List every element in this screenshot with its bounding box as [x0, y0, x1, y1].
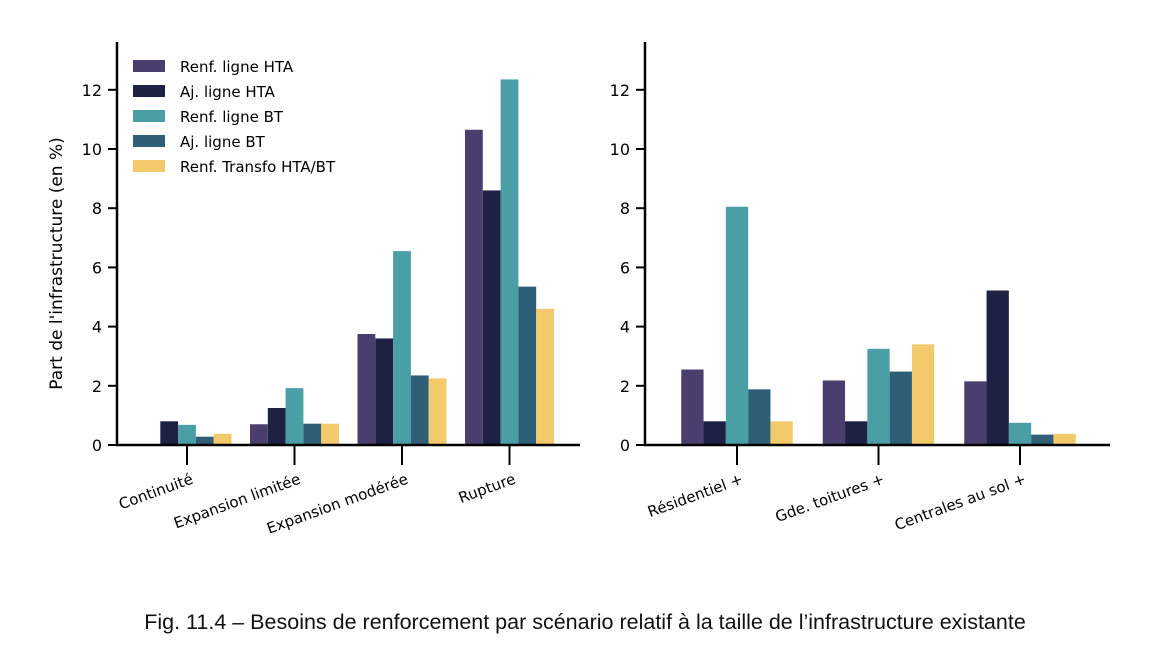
y-tick-label: 4 — [620, 318, 630, 337]
legend-label: Aj. ligne BT — [180, 133, 266, 151]
bar — [911, 344, 935, 445]
legend-swatch — [133, 110, 165, 122]
y-tick-label: 2 — [92, 377, 102, 396]
bar — [178, 424, 196, 445]
bar — [889, 371, 912, 445]
legend: Renf. ligne HTA Aj. ligne HTA Renf. ligne … — [133, 58, 336, 176]
bar — [500, 79, 519, 445]
bar — [703, 421, 726, 445]
bar — [285, 388, 304, 445]
bar — [536, 308, 554, 445]
legend-label: Renf. ligne BT — [180, 108, 284, 126]
y-axis-label: Part de l'infrastructure (en %) — [47, 137, 67, 390]
bar — [160, 421, 179, 445]
y-tick-label: 12 — [82, 81, 102, 100]
bar — [465, 129, 483, 445]
y-tick-label: 6 — [620, 258, 630, 277]
bar — [250, 424, 268, 445]
x-tick-label: Continuité — [116, 470, 195, 513]
bar — [748, 389, 771, 445]
bar — [867, 348, 890, 445]
bar — [393, 251, 411, 445]
bar — [770, 421, 793, 445]
y-tick-label: 2 — [620, 377, 630, 396]
bar — [964, 381, 987, 445]
bar — [725, 206, 749, 445]
y-tick-label: 10 — [82, 140, 102, 159]
y-tick-label: 12 — [610, 81, 630, 100]
bar — [267, 408, 286, 445]
legend-swatch — [133, 135, 165, 147]
bar — [321, 423, 339, 445]
bar — [410, 375, 429, 445]
bar — [845, 421, 868, 445]
legend-swatch — [133, 160, 165, 172]
legend-swatch — [133, 60, 165, 72]
bar — [681, 369, 704, 445]
y-tick-label: 10 — [610, 140, 630, 159]
bar — [518, 286, 537, 445]
y-tick-label: 0 — [620, 436, 630, 455]
x-tick-label: Rupture — [456, 470, 518, 507]
y-tick-label: 4 — [92, 318, 102, 337]
y-tick-label: 8 — [620, 199, 630, 218]
y-tick-label: 6 — [92, 258, 102, 277]
bar — [1031, 434, 1054, 445]
figure-caption: Fig. 11.4 – Besoins de renforcement par … — [144, 610, 1026, 634]
bar — [1053, 433, 1076, 445]
legend-label: Aj. ligne HTA — [180, 83, 276, 101]
chart-panel-right: 0 2 4 6 8 10 12 Résidentiel + Gde. toitures + Cen… — [610, 42, 1110, 534]
bar — [482, 190, 501, 445]
x-tick-label: Centrales au sol + — [892, 470, 1028, 534]
bar — [986, 290, 1009, 445]
bar — [375, 338, 394, 445]
x-tick-label: Gde. toitures + — [773, 470, 887, 526]
legend-label: Renf. Transfo HTA/BT — [180, 158, 336, 176]
x-tick-label: Résidentiel + — [645, 470, 745, 521]
y-tick-label: 8 — [92, 199, 102, 218]
bar — [428, 378, 447, 445]
y-tick-label: 0 — [92, 436, 102, 455]
legend-label: Renf. ligne HTA — [180, 58, 294, 76]
bar — [213, 433, 232, 445]
legend-swatch — [133, 85, 165, 97]
bar — [1008, 422, 1032, 445]
bar — [357, 334, 376, 445]
bar — [822, 380, 846, 445]
bar — [195, 436, 214, 445]
bar — [303, 423, 322, 445]
